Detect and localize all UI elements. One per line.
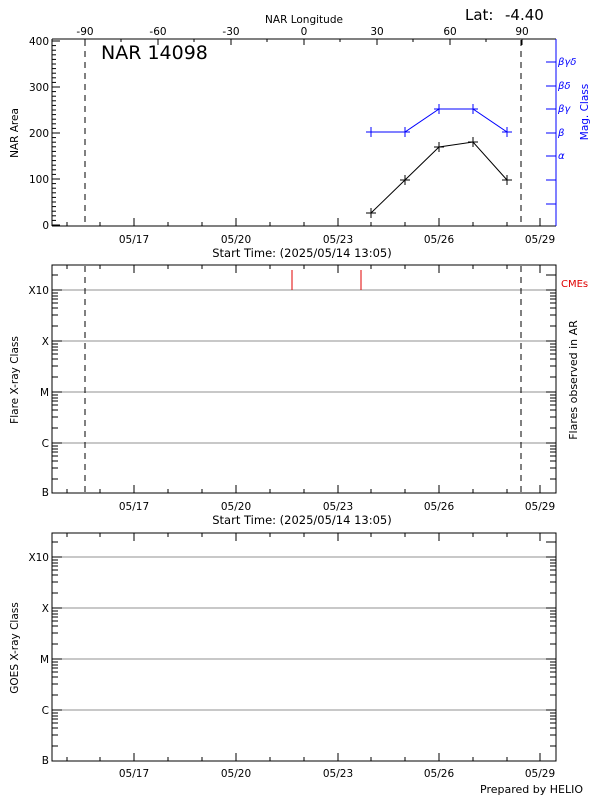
date-tick: 05/20 xyxy=(221,234,251,246)
xray-tick: X10 xyxy=(28,552,49,564)
xray-tick: C xyxy=(42,438,49,450)
mag-tick: βγδ xyxy=(557,57,576,68)
date-tick: 05/26 xyxy=(424,768,455,780)
lon-tick: 0 xyxy=(301,26,308,38)
area-tick: 200 xyxy=(29,128,49,140)
y2-axis-title-flares-observed: Flares observed in AR xyxy=(567,320,580,440)
xray-tick: B xyxy=(42,487,49,499)
area-tick: 400 xyxy=(29,36,49,48)
date-tick-labels: 05/17 05/20 05/23 05/26 05/29 xyxy=(119,234,555,246)
y-axis-title-flare-class: Flare X-ray Class xyxy=(9,336,21,424)
mag-tick: β xyxy=(557,128,565,139)
area-tick: 100 xyxy=(29,174,49,186)
series-nar-area xyxy=(366,137,512,218)
lat-label: Lat: xyxy=(465,6,493,24)
xray-tick: M xyxy=(40,387,49,399)
lon-tick: 90 xyxy=(515,26,528,38)
date-tick: 05/17 xyxy=(119,768,149,780)
top-axis-title: NAR Longitude xyxy=(265,14,343,26)
date-tick: 05/29 xyxy=(525,501,555,513)
lon-tick: -90 xyxy=(76,26,93,38)
date-tick: 05/17 xyxy=(119,234,149,246)
area-axis-ticks xyxy=(52,40,60,226)
date-tick: 05/29 xyxy=(525,234,555,246)
series-mag-class xyxy=(366,104,512,137)
prepared-by-credit: Prepared by HELIO xyxy=(480,783,583,796)
lon-tick: 60 xyxy=(443,26,456,38)
date-tick: 05/20 xyxy=(221,501,251,513)
date-tick-labels: 05/17 05/20 05/23 05/26 05/29 xyxy=(119,501,555,513)
mag-tick: βγ xyxy=(557,104,571,115)
lon-tick: -30 xyxy=(222,26,239,38)
date-tick: 05/29 xyxy=(525,768,555,780)
date-tick: 05/23 xyxy=(323,234,353,246)
xray-tick: M xyxy=(40,654,49,666)
xray-tick: X xyxy=(42,603,49,615)
date-tick-labels: 05/17 05/20 05/23 05/26 05/29 xyxy=(119,768,555,780)
mag-tick: βδ xyxy=(557,81,571,92)
longitude-tick-labels: -90 -60 -30 0 30 60 90 xyxy=(76,26,528,38)
y2-axis-title-mag-class: Mag. Class xyxy=(579,84,591,140)
area-tick: 300 xyxy=(29,82,49,94)
goes-class-tick-labels: B C M X X10 xyxy=(28,552,49,767)
mag-class-axis-ticks xyxy=(546,61,556,205)
date-tick: 05/23 xyxy=(323,501,353,513)
mag-class-tick-labels: α β βγ βδ βγδ xyxy=(557,57,576,162)
xray-tick: C xyxy=(42,705,49,717)
date-tick: 05/26 xyxy=(424,501,455,513)
mag-tick: α xyxy=(558,151,565,162)
xray-tick: B xyxy=(42,755,49,767)
date-tick: 05/23 xyxy=(323,768,353,780)
xray-tick: X10 xyxy=(28,285,49,297)
date-tick: 05/26 xyxy=(424,234,455,246)
x-axis-title-start-time: Start Time: (2025/05/14 13:05) xyxy=(212,513,391,527)
x-axis-title-start-time: Start Time: (2025/05/14 13:05) xyxy=(212,246,391,260)
panel-goes-xray: B C M X X10 GOES X-ray Class 05/17 05/20… xyxy=(9,532,557,780)
area-tick-labels: 0 100 200 300 400 xyxy=(29,36,49,232)
xray-tick: X xyxy=(42,336,49,348)
region-title: NAR 14098 xyxy=(101,42,208,64)
date-tick: 05/20 xyxy=(221,768,251,780)
date-tick: 05/17 xyxy=(119,501,149,513)
panel-flare-class: B C M X X10 Flare X-ray Class Flares obs… xyxy=(9,264,588,527)
lon-tick: 30 xyxy=(370,26,383,38)
y-axis-title-goes-class: GOES X-ray Class xyxy=(9,602,21,693)
area-tick: 0 xyxy=(42,220,49,232)
lat-value: -4.40 xyxy=(505,6,544,24)
y-axis-title-area: NAR Area xyxy=(9,108,21,158)
flare-class-tick-labels: B C M X X10 xyxy=(28,285,49,499)
lon-tick: -60 xyxy=(149,26,166,38)
panel-nar-area: 0 100 200 300 400 NAR Area 05/17 05/20 0… xyxy=(9,36,591,260)
cme-label: CMEs xyxy=(561,279,588,290)
